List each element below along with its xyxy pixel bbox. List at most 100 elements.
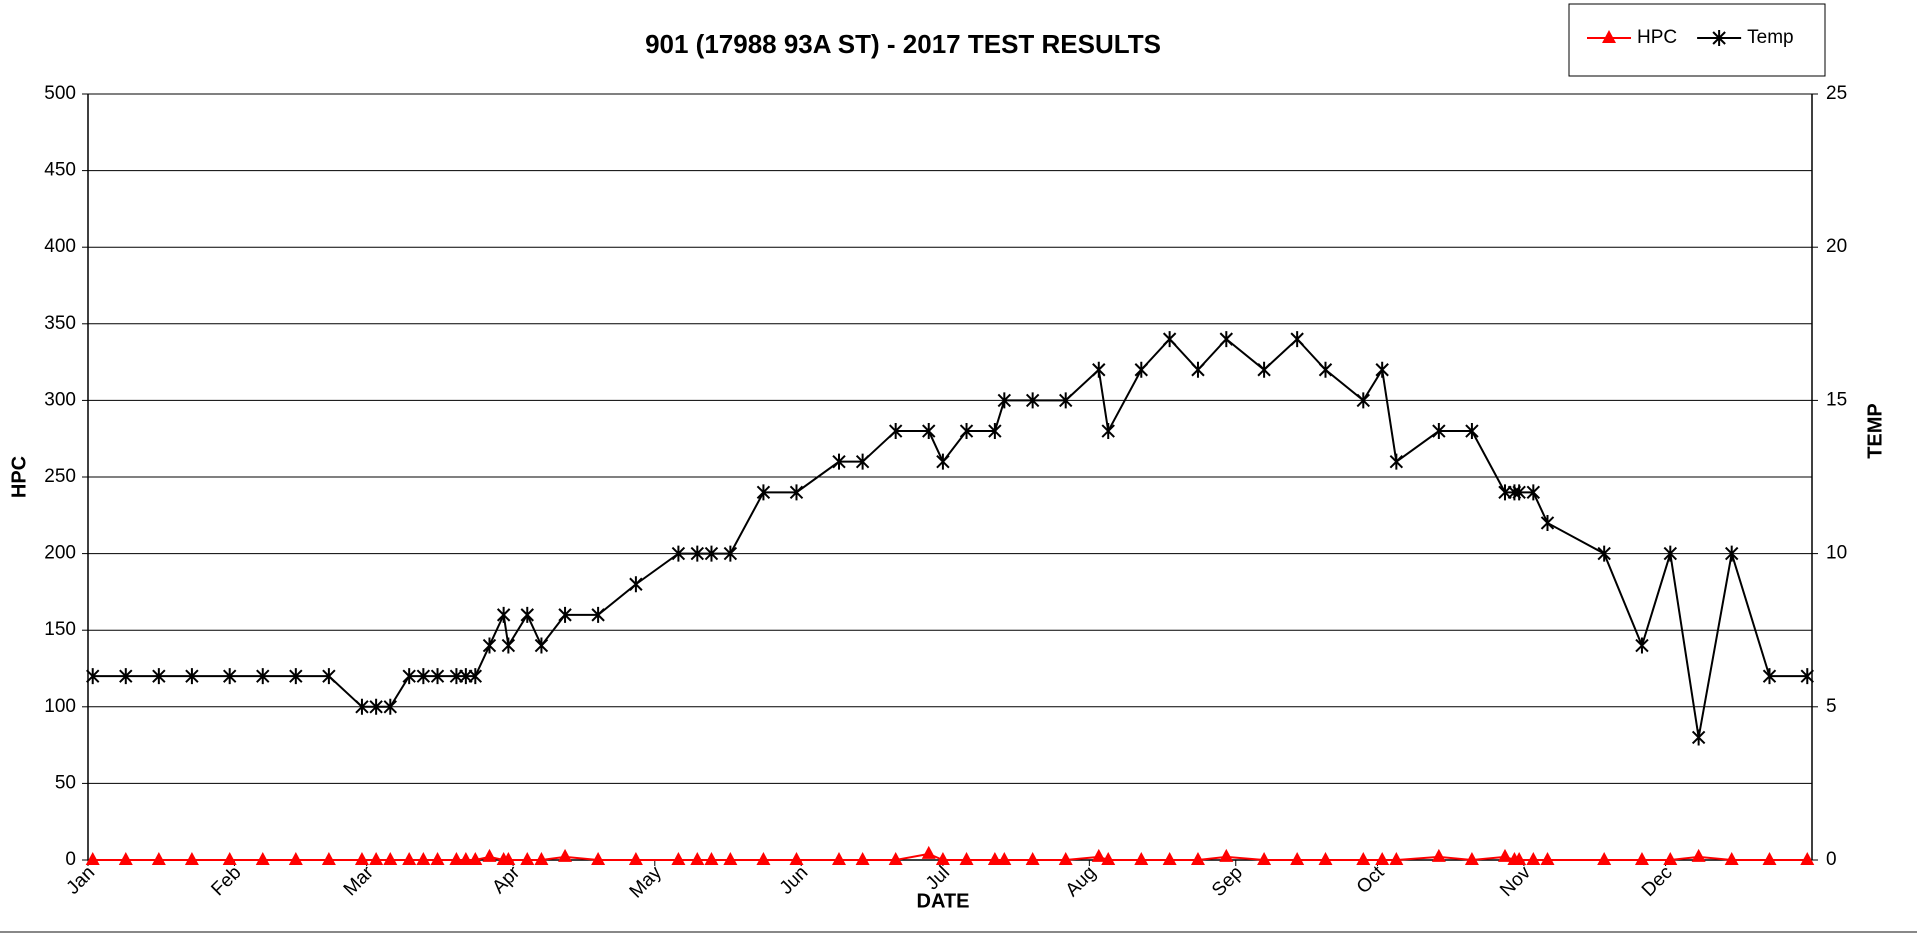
y-tick-label: 500 <box>44 83 76 104</box>
legend-marker <box>1602 30 1616 43</box>
y-tick-label: 300 <box>44 389 76 410</box>
data-point <box>322 668 336 685</box>
data-point <box>591 852 606 865</box>
data-point <box>1375 852 1390 865</box>
data-point <box>355 698 369 715</box>
data-point <box>1257 852 1272 865</box>
data-point <box>1190 852 1205 865</box>
data-point <box>184 852 199 865</box>
data-point <box>1356 392 1370 409</box>
data-point <box>1318 361 1333 378</box>
data-point <box>959 423 974 440</box>
data-point <box>1663 852 1678 865</box>
data-point <box>690 852 705 865</box>
data-point <box>1356 852 1371 865</box>
data-point <box>402 852 417 865</box>
data-point <box>704 545 719 562</box>
y-tick-label: 50 <box>55 772 76 793</box>
data-point <box>520 852 535 865</box>
data-point <box>255 852 270 865</box>
y2-tick-label: 0 <box>1826 849 1837 870</box>
data-point <box>671 852 686 865</box>
data-point <box>458 852 473 865</box>
data-point <box>151 852 166 865</box>
data-point <box>1634 852 1649 865</box>
data-point <box>369 698 383 715</box>
data-point <box>888 423 903 440</box>
data-point <box>1512 484 1526 501</box>
data-point <box>1219 848 1234 862</box>
data-point <box>501 637 516 654</box>
legend-label: Temp <box>1747 27 1793 48</box>
series-0 <box>85 845 1815 865</box>
y-tick-label: 200 <box>44 543 76 564</box>
data-point <box>789 852 804 865</box>
data-point <box>935 852 950 865</box>
data-point <box>1162 852 1177 865</box>
data-point <box>558 848 573 862</box>
data-point <box>628 852 643 865</box>
data-point <box>1162 331 1177 348</box>
legend-marker <box>1712 30 1726 46</box>
data-point <box>1526 484 1541 501</box>
data-point <box>1800 668 1814 685</box>
data-point <box>591 606 605 623</box>
data-point <box>921 845 936 859</box>
data-point <box>416 668 431 685</box>
data-point <box>222 852 237 865</box>
data-point <box>1497 848 1512 862</box>
data-point <box>1512 852 1527 865</box>
data-point <box>1540 852 1555 865</box>
data-point <box>1091 848 1106 862</box>
data-point <box>1025 852 1040 865</box>
data-point <box>1059 392 1073 409</box>
data-point <box>1257 361 1271 378</box>
data-point <box>723 545 738 562</box>
data-point <box>997 392 1012 409</box>
data-point <box>496 606 511 623</box>
data-point <box>402 668 416 685</box>
data-point <box>449 668 464 685</box>
data-point <box>690 545 705 562</box>
data-point <box>369 852 384 865</box>
legend: HPC Temp <box>1568 3 1826 77</box>
data-point <box>1092 361 1106 378</box>
data-point <box>987 852 1002 865</box>
data-point <box>558 606 572 623</box>
data-point <box>185 668 199 685</box>
data-point <box>756 852 771 865</box>
data-point <box>855 852 870 865</box>
data-point <box>988 423 1002 440</box>
series-1 <box>86 331 1814 746</box>
data-point <box>1464 852 1479 865</box>
data-point <box>1432 423 1446 440</box>
y2-tick-label: 10 <box>1826 543 1847 564</box>
y-tick-label: 250 <box>44 466 76 487</box>
data-point <box>1465 423 1479 440</box>
data-point <box>1290 331 1304 348</box>
y-tick-label: 450 <box>44 160 76 181</box>
data-point <box>449 852 464 865</box>
data-point <box>1498 484 1512 501</box>
data-point <box>1597 545 1611 562</box>
data-point <box>1724 545 1739 562</box>
x-axis-title: DATE <box>917 890 970 912</box>
y-axis-title: HPC <box>8 456 30 498</box>
data-point <box>468 668 483 685</box>
data-point <box>321 852 336 865</box>
data-point <box>1219 331 1234 348</box>
data-point <box>1025 392 1040 409</box>
data-point <box>416 852 431 865</box>
data-point <box>888 852 903 865</box>
data-point <box>922 423 936 440</box>
data-point <box>1597 852 1612 865</box>
data-point <box>383 698 397 715</box>
data-point <box>1134 852 1149 865</box>
data-point <box>501 852 516 865</box>
y2-tick-label: 15 <box>1826 389 1847 410</box>
data-point <box>832 852 847 865</box>
data-point <box>1540 514 1555 531</box>
y-tick-label: 100 <box>44 696 76 717</box>
